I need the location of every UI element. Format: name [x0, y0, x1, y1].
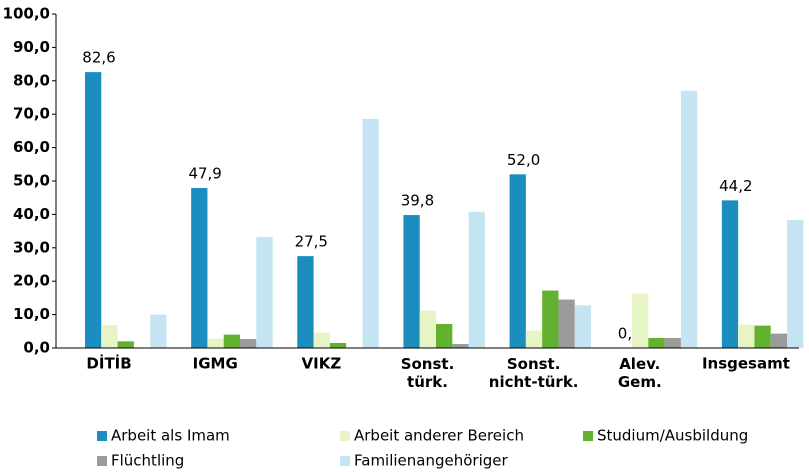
legend-label: Familienangehöriger — [354, 452, 509, 470]
value-label: 47,9 — [188, 165, 221, 183]
bar — [525, 330, 543, 348]
y-tick-label: 30,0 — [13, 238, 50, 256]
bar — [509, 174, 526, 348]
y-tick-label: 100,0 — [3, 5, 50, 23]
y-tick-label: 60,0 — [13, 138, 50, 156]
bar — [223, 334, 241, 348]
bar — [632, 293, 649, 348]
bar — [558, 299, 575, 348]
y-tick-label: 80,0 — [13, 71, 50, 89]
y-tick-label: 0,0 — [23, 339, 50, 357]
value-label: 44,2 — [719, 177, 752, 195]
legend-label: Studium/Ausbildung — [597, 427, 748, 445]
bar — [329, 342, 347, 348]
x-tick-label: DİTİB — [86, 354, 131, 373]
bar — [648, 337, 665, 348]
value-label: 39,8 — [401, 192, 434, 210]
legend-swatch — [97, 431, 107, 441]
x-tick-label: Alev. Gem. — [618, 355, 662, 391]
bar — [101, 325, 118, 348]
legend-label: Arbeit anderer Bereich — [354, 427, 524, 445]
bar — [191, 188, 208, 348]
legend-label: Flüchtling — [111, 452, 184, 470]
bar — [85, 72, 102, 348]
legend-swatch — [583, 431, 593, 441]
bar — [256, 237, 273, 348]
value-label: 82,6 — [82, 49, 115, 67]
bar — [787, 220, 804, 348]
legend-swatch — [340, 431, 350, 441]
bar — [419, 310, 437, 348]
y-tick-label: 40,0 — [13, 205, 50, 223]
y-tick-label: 10,0 — [13, 305, 50, 323]
bar — [452, 343, 469, 348]
legend-swatch — [340, 456, 350, 466]
y-tick-label: 50,0 — [13, 172, 50, 190]
x-tick-label: IGMG — [193, 355, 238, 373]
bar — [770, 333, 788, 348]
bar — [738, 324, 755, 348]
bar — [207, 338, 224, 348]
bar — [754, 325, 771, 348]
bar — [297, 256, 314, 348]
bar — [664, 337, 681, 348]
bar — [721, 200, 739, 348]
y-tick-label: 20,0 — [13, 272, 50, 290]
bar — [403, 215, 420, 348]
bar — [240, 338, 257, 348]
bar — [468, 211, 485, 348]
x-tick-label: Sonst. nicht-türk. — [489, 355, 579, 391]
bar — [117, 341, 134, 348]
bar — [542, 290, 559, 348]
legend-swatch — [97, 456, 107, 466]
value-label: 27,5 — [295, 233, 328, 251]
x-tick-label: VIKZ — [302, 355, 342, 373]
bar — [313, 332, 330, 348]
bar — [436, 323, 453, 348]
bar — [362, 118, 379, 348]
y-tick-label: 70,0 — [13, 105, 50, 123]
bar — [680, 90, 698, 348]
y-tick-label: 90,0 — [13, 38, 50, 56]
value-label: 52,0 — [507, 151, 540, 169]
x-tick-label: Insgesamt — [702, 355, 790, 373]
legend-label: Arbeit als Imam — [111, 427, 230, 445]
x-tick-label: Sonst. türk. — [401, 355, 455, 391]
bar — [150, 314, 167, 348]
bar — [574, 305, 592, 348]
